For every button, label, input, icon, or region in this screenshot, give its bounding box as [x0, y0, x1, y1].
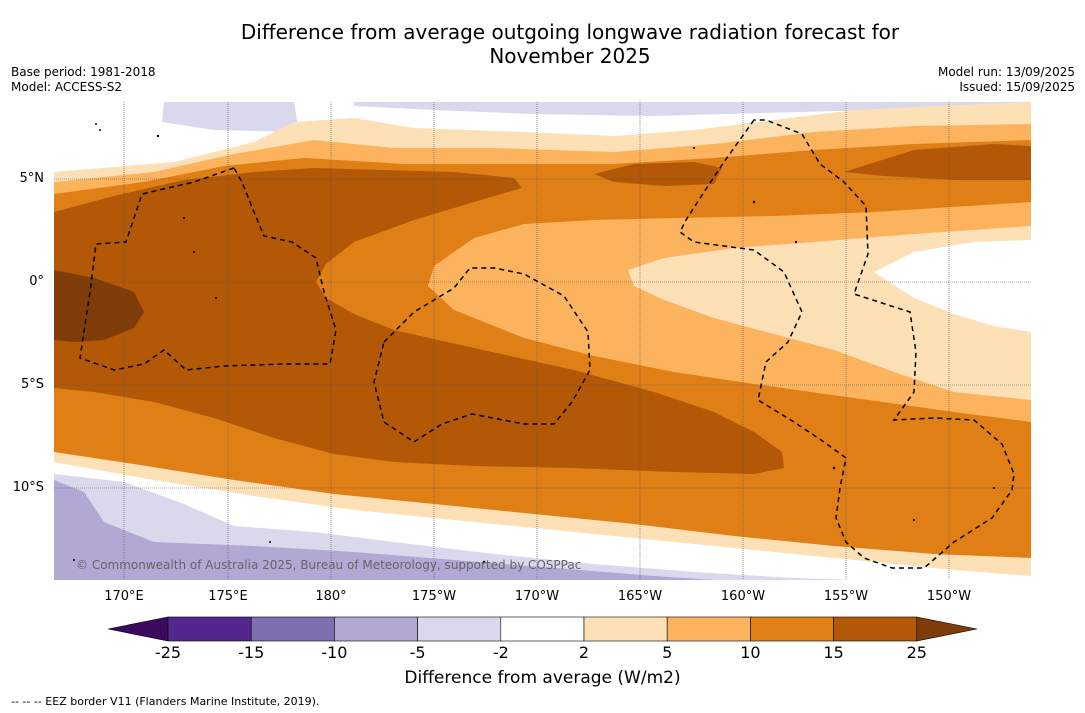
negative-anomaly-top [162, 102, 299, 132]
colorbar-tick-label: 5 [662, 643, 673, 662]
colorbar-segment [417, 616, 502, 642]
lon-label-165w: 165°W [617, 589, 663, 604]
lon-label-175e: 175°E [208, 589, 248, 604]
map-svg [54, 102, 1031, 580]
band-15-25-mid [594, 162, 722, 186]
title-line-1: Difference from average outgoing longwav… [240, 20, 900, 44]
colorbar-segment [833, 616, 918, 642]
page-title: Difference from average outgoing longwav… [0, 20, 1085, 68]
colorbar-tick-label: -5 [409, 643, 426, 662]
colorbar [108, 616, 978, 642]
negative-anomaly-top-2 [354, 102, 1031, 116]
eez-footnote: -- -- -- EEZ border V11 (Flanders Marine… [11, 695, 320, 708]
olr-map[interactable] [54, 102, 1031, 580]
lat-label-0: 0° [29, 274, 44, 289]
colorbar-segment [583, 616, 668, 642]
colorbar-segment [167, 616, 252, 642]
island-dots [73, 123, 995, 564]
colorbar-segment [500, 616, 585, 642]
colorbar-tick-label: 25 [906, 643, 927, 662]
colorbar-tick-label: -25 [154, 643, 182, 662]
colorbar-tick-label: -15 [238, 643, 265, 662]
colorbar-tick-label: 15 [823, 643, 844, 662]
lat-label-5n: 5°N [19, 171, 45, 186]
colorbar-segment [750, 616, 834, 642]
colorbar-segment [334, 616, 418, 642]
lat-label-5s: 5°S [20, 377, 44, 392]
colorbar-label: Difference from average (W/m2) [404, 668, 681, 688]
lon-label-155w: 155°W [823, 589, 869, 604]
colorbar-tick-label: -10 [321, 643, 348, 662]
lon-label-150w: 150°W [926, 589, 972, 604]
lon-label-180: 180° [315, 589, 347, 604]
model-run: Model run: 13/09/2025 [937, 65, 1075, 79]
issued-date: Issued: 15/09/2025 [959, 80, 1075, 94]
map-grid [54, 102, 1031, 580]
south-negative-2 [54, 480, 714, 580]
colorbar-extend-low [108, 616, 169, 642]
colorbar-tick-label: -2 [492, 643, 509, 662]
colorbar-tick-label: 10 [740, 643, 761, 662]
eez-border-dashed-line [79, 119, 1015, 569]
band-15-25 [54, 168, 784, 474]
meta-right: Model run: 13/09/2025 Issued: 15/09/2025 [938, 65, 1075, 95]
model-name: Model: ACCESS-S2 [11, 80, 123, 94]
lat-label-10s: 10°S [12, 480, 44, 495]
south-band-10-15 [54, 402, 1031, 546]
equatorial-white [874, 240, 1031, 332]
lon-label-170e: 170°E [104, 589, 144, 604]
copyright-notice: © Commonwealth of Australia 2025, Bureau… [76, 558, 582, 572]
colorbar-extend-high [916, 616, 978, 642]
base-period: Base period: 1981-2018 [11, 65, 156, 79]
band-15-25-east [844, 144, 1031, 180]
lon-label-175w: 175°W [411, 589, 457, 604]
lon-label-160w: 160°W [720, 589, 766, 604]
meta-left: Base period: 1981-2018 Model: ACCESS-S2 [11, 65, 156, 95]
colorbar-tick-label: 2 [578, 643, 590, 662]
lon-label-170w: 170°W [514, 589, 560, 604]
band-over-25 [54, 270, 144, 342]
title-line-2: November 2025 [489, 44, 651, 68]
colorbar-segment [666, 616, 751, 642]
colorbar-segment [250, 616, 335, 642]
